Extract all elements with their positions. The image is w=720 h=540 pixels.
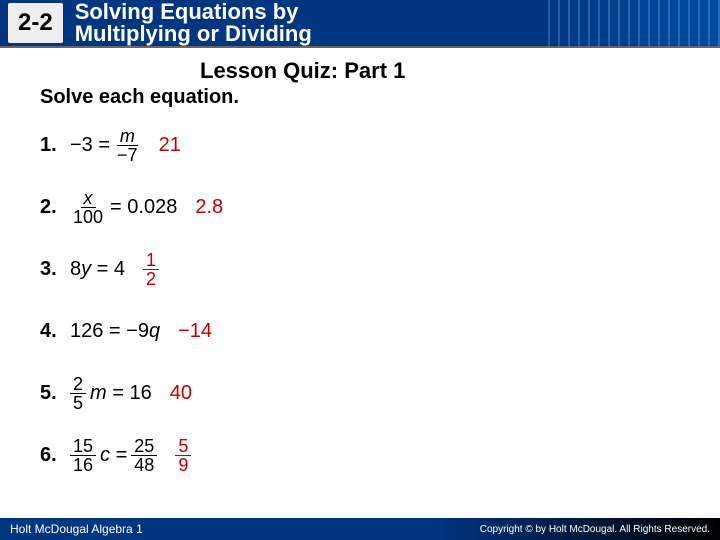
denominator: 5 [70, 394, 86, 412]
footer-left: Holt McDougal Algebra 1 [10, 522, 143, 536]
lesson-header: 2-2 Solving Equations by Multiplying or … [0, 0, 720, 48]
answer: 5 9 [175, 437, 191, 474]
equation: −3 = m −7 [70, 127, 141, 164]
problems-list: 1. −3 = m −7 21 2. x 100 = 0.028 2.8 [40, 121, 680, 479]
quiz-title: Lesson Quiz: Part 1 [200, 58, 680, 84]
lhs: −3 = [70, 134, 110, 157]
problem-1: 1. −3 = m −7 21 [40, 121, 680, 169]
problem-5: 5. 2 5 m = 16 40 [40, 369, 680, 417]
numerator: x [81, 189, 96, 208]
footer-copyright: Copyright © by Holt McDougal. All Rights… [480, 524, 710, 535]
ans-denominator: 9 [175, 456, 191, 474]
numerator: m [117, 127, 138, 146]
equation: 126 = −9q [70, 320, 160, 343]
answer-fraction: 5 9 [175, 437, 191, 474]
fraction: x 100 [70, 189, 106, 226]
denominator: 100 [70, 208, 106, 226]
equation: 2 5 m = 16 [70, 375, 152, 412]
fraction: m −7 [114, 127, 141, 164]
eq-text: 126 = −9q [70, 320, 160, 343]
problem-number: 6. [40, 444, 70, 467]
problem-number: 2. [40, 196, 70, 219]
ans-denominator: 2 [143, 270, 159, 288]
rhs: = 0.028 [110, 196, 177, 219]
equation: 15 16 c = 25 48 [70, 437, 157, 474]
problem-4: 4. 126 = −9q −14 [40, 307, 680, 355]
equation: 8y = 4 [70, 258, 125, 281]
ans-numerator: 5 [175, 437, 191, 456]
numerator: 2 [70, 375, 86, 394]
answer: −14 [178, 320, 212, 343]
rhs-numerator: 25 [131, 437, 157, 456]
numerator: 15 [70, 437, 96, 456]
eq-text: 8y = 4 [70, 258, 125, 281]
problem-number: 4. [40, 320, 70, 343]
fraction: 2 5 [70, 375, 86, 412]
lesson-title: Solving Equations by Multiplying or Divi… [75, 1, 312, 45]
problem-number: 1. [40, 134, 70, 157]
content-area: Lesson Quiz: Part 1 Solve each equation.… [0, 48, 720, 479]
problem-number: 5. [40, 382, 70, 405]
denominator: −7 [114, 146, 141, 164]
mid-var: c = [100, 444, 127, 467]
lesson-number-badge: 2-2 [8, 3, 63, 43]
lesson-title-line1: Solving Equations by [75, 1, 312, 23]
answer: 2.8 [195, 196, 223, 219]
fraction-lhs: 15 16 [70, 437, 96, 474]
header-pattern [540, 0, 720, 46]
problem-3: 3. 8y = 4 1 2 [40, 245, 680, 293]
mid: m = 16 [90, 382, 152, 405]
rhs-denominator: 48 [131, 456, 157, 474]
answer: 1 2 [143, 251, 159, 288]
equation: x 100 = 0.028 [70, 189, 177, 226]
answer-fraction: 1 2 [143, 251, 159, 288]
problem-2: 2. x 100 = 0.028 2.8 [40, 183, 680, 231]
lesson-title-line2: Multiplying or Dividing [75, 23, 312, 45]
footer: Holt McDougal Algebra 1 Copyright © by H… [0, 518, 720, 540]
denominator: 16 [70, 456, 96, 474]
fraction-rhs: 25 48 [131, 437, 157, 474]
problem-number: 3. [40, 258, 70, 281]
ans-numerator: 1 [143, 251, 159, 270]
problem-6: 6. 15 16 c = 25 48 5 9 [40, 431, 680, 479]
quiz-instruction: Solve each equation. [40, 86, 680, 109]
answer: 21 [159, 134, 181, 157]
answer: 40 [170, 382, 192, 405]
